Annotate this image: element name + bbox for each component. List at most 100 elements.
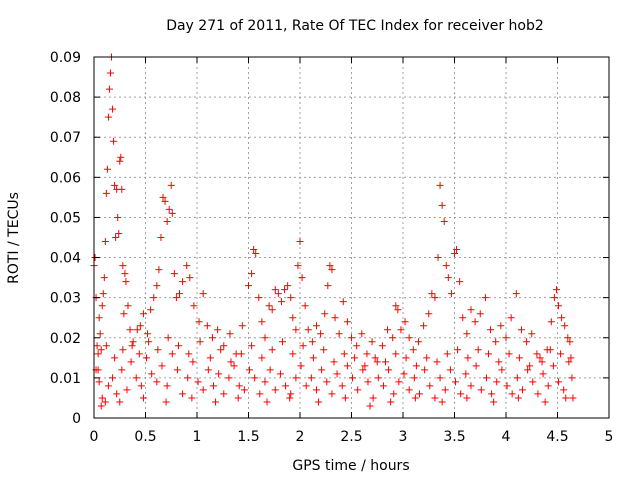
data-point [123, 386, 131, 394]
data-point [428, 290, 436, 298]
data-point [451, 250, 458, 258]
data-point [544, 382, 552, 390]
data-point [453, 246, 461, 254]
y-tick-label: 0.04 [50, 251, 81, 267]
data-point [324, 282, 332, 290]
data-point [438, 201, 446, 209]
data-point [97, 402, 105, 410]
x-tick-label: 3.5 [443, 429, 465, 445]
data-point [431, 294, 439, 302]
data-point [482, 374, 490, 382]
data-point [174, 342, 182, 350]
data-point [321, 310, 329, 318]
data-point [560, 386, 568, 394]
data-point [454, 346, 462, 354]
data-point [477, 386, 485, 394]
data-point [99, 290, 107, 298]
data-point [463, 330, 471, 338]
data-point [528, 330, 536, 338]
data-point [400, 370, 408, 378]
data-point [136, 322, 144, 330]
data-point [292, 374, 300, 382]
data-point [251, 374, 259, 382]
data-point [220, 342, 228, 350]
data-point [518, 386, 526, 394]
data-point [410, 374, 418, 382]
data-point [555, 378, 563, 386]
data-point [312, 322, 320, 330]
data-point [443, 350, 451, 358]
data-point [276, 370, 284, 378]
data-point [220, 390, 228, 398]
data-point [420, 322, 428, 330]
data-point [245, 282, 252, 290]
data-point [98, 394, 106, 402]
data-point [361, 362, 369, 370]
data-point [100, 274, 108, 282]
data-point [157, 234, 165, 241]
data-point [517, 326, 525, 334]
data-point [457, 390, 465, 398]
data-point [265, 302, 273, 310]
data-point [104, 382, 112, 390]
data-point [411, 394, 419, 402]
y-tick-label: 0.03 [50, 291, 81, 307]
data-point [132, 374, 140, 382]
data-point [484, 350, 492, 358]
data-point [227, 358, 235, 366]
data-point [381, 358, 389, 366]
data-point [206, 354, 214, 362]
data-point [524, 366, 532, 374]
data-point [456, 278, 464, 286]
data-point [250, 246, 258, 254]
data-point [529, 378, 537, 386]
data-point [340, 350, 348, 358]
data-point [552, 286, 560, 294]
chart-title: Day 271 of 2011, Rate Of TEC Index for r… [166, 18, 544, 34]
data-point [183, 262, 191, 270]
data-point [129, 338, 137, 346]
data-point [199, 290, 207, 298]
data-point [497, 322, 505, 330]
data-point [343, 362, 351, 370]
data-point [425, 310, 433, 318]
data-point [105, 85, 113, 93]
data-point [139, 394, 147, 402]
data-point [278, 338, 286, 346]
data-point [351, 354, 359, 362]
data-point [447, 290, 455, 298]
data-point [358, 330, 366, 338]
data-point [515, 354, 523, 362]
data-point [168, 350, 176, 358]
data-point [426, 382, 434, 390]
data-point [368, 338, 376, 346]
y-axis-label: ROTI / TECUs [6, 192, 22, 284]
x-tick-label: 2 [296, 429, 305, 445]
y-tick-label: 0.02 [50, 331, 81, 347]
data-point [440, 217, 448, 225]
data-point [110, 137, 118, 145]
data-point [534, 390, 542, 398]
axis-ticks [93, 56, 610, 419]
data-point [144, 330, 152, 338]
data-point [317, 330, 325, 338]
data-point [101, 238, 109, 246]
data-point [145, 338, 153, 346]
data-point [116, 157, 124, 165]
data-point [103, 165, 111, 173]
data-point [194, 378, 202, 386]
data-point [168, 209, 176, 217]
data-point [165, 205, 173, 213]
data-point [118, 185, 126, 193]
data-point [172, 294, 180, 302]
data-point [546, 346, 554, 354]
data-point [353, 342, 361, 350]
data-point [296, 238, 304, 246]
data-point [323, 378, 331, 386]
data-point [175, 290, 183, 298]
data-point [114, 213, 122, 221]
data-point [261, 378, 269, 386]
data-point [214, 326, 222, 334]
data-point [513, 374, 521, 382]
